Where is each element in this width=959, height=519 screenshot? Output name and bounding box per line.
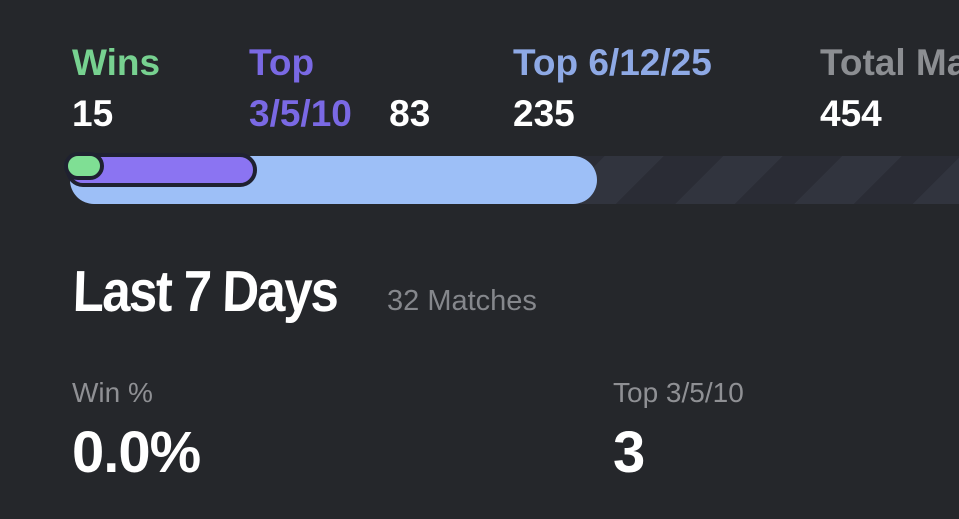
stat-top-6-12-25: Top 6/12/25 235: [513, 37, 712, 139]
stat-top-3-5-10-value: 83: [389, 93, 431, 134]
stat-win-percent: Win % 0.0%: [72, 376, 201, 485]
stat-top-3-5-10-line2: 3/5/10 83: [249, 88, 430, 139]
stat-total-matches-value: 454: [820, 93, 882, 134]
stat-top-3-5-10-label-line2: 3/5/10: [249, 93, 352, 134]
stat-wins: Wins 15: [72, 37, 160, 139]
stat-total-matches: Total Matches 454: [820, 37, 959, 139]
stat-week-top-3-5-10-value: 3: [613, 420, 645, 485]
placement-distribution-bar: [64, 152, 959, 204]
stat-total-matches-label: Total Matches: [820, 42, 959, 83]
stat-win-percent-value: 0.0%: [72, 420, 201, 485]
stat-wins-label: Wins: [72, 42, 161, 83]
stat-wins-value: 15: [72, 93, 114, 134]
stat-top-3-5-10-label-line1: Top: [249, 42, 315, 83]
stat-top-6-12-25-label: Top 6/12/25: [513, 42, 712, 83]
stat-top-6-12-25-value: 235: [513, 93, 575, 134]
section-title: Last 7 Days: [72, 259, 339, 324]
stat-win-percent-label: Win %: [72, 377, 153, 408]
stat-top-3-5-10: Top 3/5/10 83: [249, 37, 430, 139]
stat-week-top-3-5-10: Top 3/5/10 3: [613, 376, 744, 482]
stat-week-top-3-5-10-label: Top 3/5/10: [613, 377, 744, 408]
bar-segment-wins: [64, 152, 104, 180]
matches-count: 32 Matches: [387, 285, 537, 317]
